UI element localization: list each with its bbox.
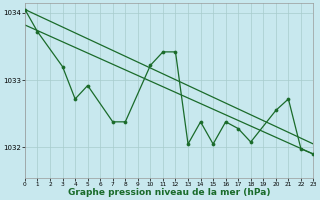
X-axis label: Graphe pression niveau de la mer (hPa): Graphe pression niveau de la mer (hPa) xyxy=(68,188,270,197)
